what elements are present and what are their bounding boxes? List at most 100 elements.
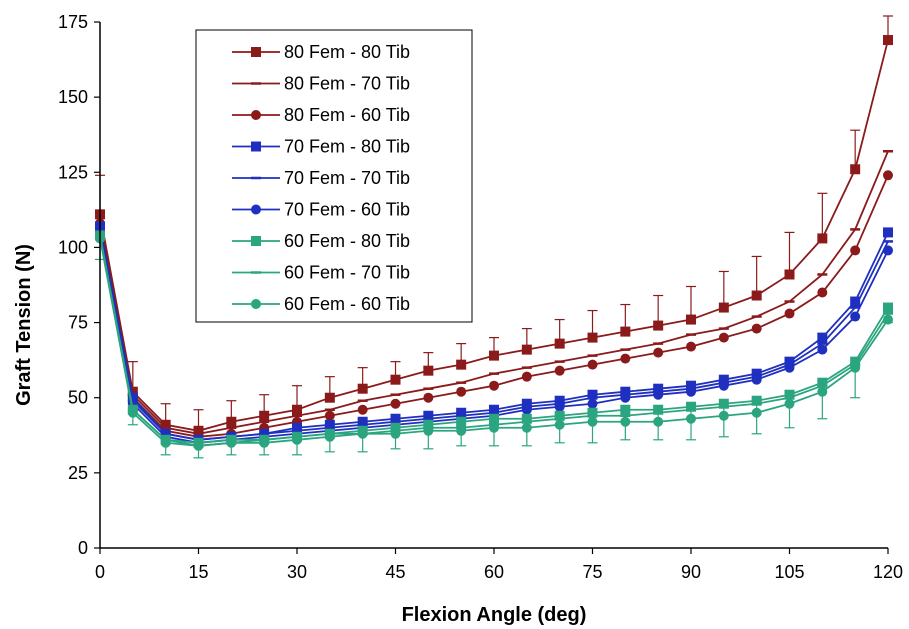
series-1 xyxy=(95,15,893,436)
data-point xyxy=(686,386,696,397)
y-tick-label: 150 xyxy=(58,87,88,107)
data-point xyxy=(751,407,762,418)
data-point xyxy=(653,383,664,394)
data-point xyxy=(521,344,532,355)
data-point xyxy=(784,398,795,409)
data-point xyxy=(850,164,861,175)
data-point xyxy=(259,437,270,448)
data-point xyxy=(686,401,696,412)
data-point xyxy=(784,269,795,280)
data-point xyxy=(423,425,434,436)
data-point xyxy=(718,398,729,409)
data-point xyxy=(653,416,664,427)
y-tick-label: 0 xyxy=(78,538,88,558)
data-point xyxy=(193,425,204,436)
data-point xyxy=(390,428,401,439)
data-point xyxy=(620,386,631,397)
data-point xyxy=(817,287,828,298)
y-tick-label: 175 xyxy=(58,12,88,32)
legend-item: 60 Fem - 70 Tib xyxy=(232,263,410,283)
data-point xyxy=(653,320,664,331)
data-point xyxy=(718,410,729,421)
legend-label: 70 Fem - 60 Tib xyxy=(284,200,410,220)
data-point xyxy=(251,204,261,215)
data-point xyxy=(390,413,401,424)
data-point xyxy=(587,416,598,427)
data-point xyxy=(251,236,261,246)
data-point xyxy=(620,404,631,415)
data-point xyxy=(292,422,302,433)
data-point xyxy=(718,380,729,391)
data-point xyxy=(718,302,729,313)
data-point xyxy=(817,332,828,343)
data-point xyxy=(357,404,368,415)
legend-label: 80 Fem - 60 Tib xyxy=(284,105,410,125)
data-point xyxy=(324,410,335,421)
data-point xyxy=(620,392,631,403)
data-point xyxy=(784,362,795,373)
data-point xyxy=(489,380,499,391)
legend-item: 70 Fem - 60 Tib xyxy=(232,200,410,220)
data-point xyxy=(489,404,499,415)
data-point xyxy=(686,341,696,352)
data-point xyxy=(521,422,532,433)
data-point xyxy=(259,410,270,421)
data-point xyxy=(554,365,565,376)
data-point xyxy=(554,410,565,421)
data-point xyxy=(193,440,204,451)
data-point xyxy=(292,404,302,415)
data-point xyxy=(883,35,893,46)
data-point xyxy=(554,401,565,412)
legend-label: 60 Fem - 60 Tib xyxy=(284,294,410,314)
y-tick-label: 125 xyxy=(58,162,88,182)
data-point xyxy=(883,227,893,238)
data-point xyxy=(390,422,401,433)
data-point xyxy=(850,296,861,307)
legend-item: 80 Fem - 80 Tib xyxy=(232,42,410,62)
legend-label: 70 Fem - 80 Tib xyxy=(284,137,410,157)
data-point xyxy=(784,308,795,319)
axes: 0 25 50 75 100 125 150 175 0 15 30 45 60 75 90 105 120 xyxy=(58,12,903,582)
data-point xyxy=(587,389,598,400)
data-point xyxy=(489,350,499,361)
data-point xyxy=(324,431,335,442)
data-point xyxy=(251,141,261,152)
data-point xyxy=(456,416,467,427)
data-point xyxy=(456,386,467,397)
data-point xyxy=(850,245,861,256)
data-point xyxy=(521,413,532,424)
data-point xyxy=(587,359,598,370)
data-point xyxy=(883,170,893,181)
y-tick-label: 50 xyxy=(68,388,88,408)
y-tick-label: 100 xyxy=(58,237,88,257)
data-point xyxy=(653,389,664,400)
x-tick-label: 75 xyxy=(582,562,602,582)
data-point xyxy=(127,407,138,418)
series-9 xyxy=(95,233,893,451)
data-point xyxy=(587,398,598,409)
data-point xyxy=(883,314,893,325)
data-point xyxy=(817,377,828,388)
data-point xyxy=(751,290,762,301)
data-point xyxy=(357,383,368,394)
data-point xyxy=(784,389,795,400)
series-2 xyxy=(95,149,893,436)
legend-label: 70 Fem - 70 Tib xyxy=(284,168,410,188)
data-point xyxy=(390,398,401,409)
data-point xyxy=(251,47,261,57)
data-point xyxy=(324,392,335,403)
legend-item: 70 Fem - 70 Tib xyxy=(232,168,410,188)
data-point xyxy=(521,371,532,382)
data-point xyxy=(587,332,598,343)
data-point xyxy=(226,437,237,448)
data-point xyxy=(883,245,893,256)
x-axis-title: Flexion Angle (deg) xyxy=(402,604,587,626)
x-tick-label: 90 xyxy=(681,562,701,582)
data-point xyxy=(751,395,762,406)
data-point xyxy=(423,410,434,421)
data-point xyxy=(751,323,762,334)
data-point xyxy=(160,437,171,448)
y-tick-label: 75 xyxy=(68,313,88,333)
plot-area xyxy=(95,15,893,459)
data-point xyxy=(817,233,828,244)
